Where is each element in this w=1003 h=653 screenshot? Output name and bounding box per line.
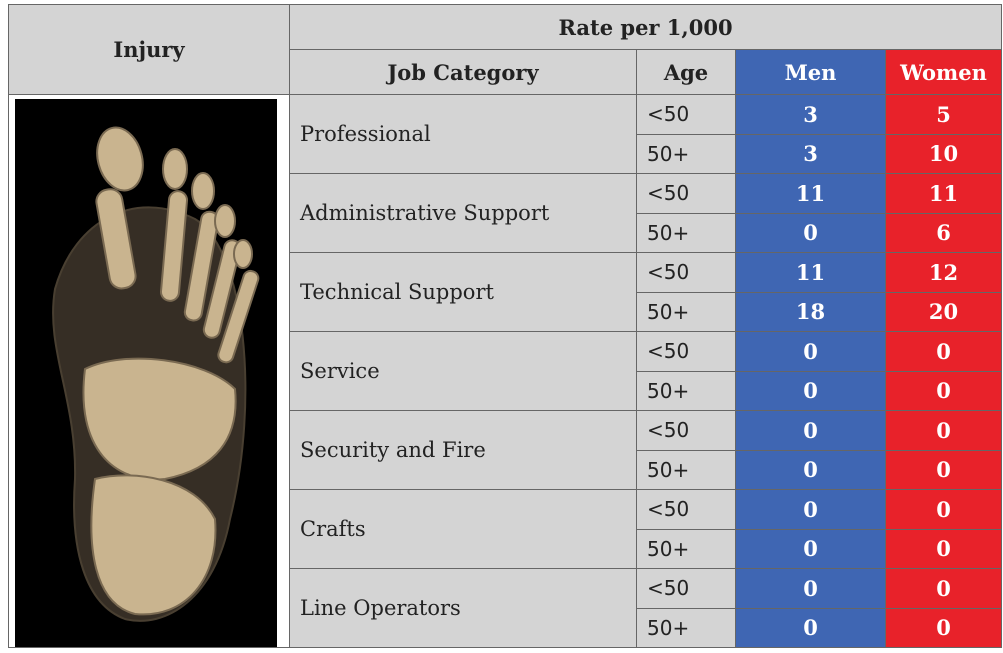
job-category: Crafts xyxy=(290,490,637,569)
men-rate: 0 xyxy=(736,213,886,253)
age-group: <50 xyxy=(637,253,736,293)
women-rate: 10 xyxy=(886,134,1002,174)
men-rate: 18 xyxy=(736,292,886,332)
job-category: Professional xyxy=(290,95,637,174)
women-rate: 0 xyxy=(886,450,1002,490)
injury-header: Injury xyxy=(9,5,290,95)
women-rate: 20 xyxy=(886,292,1002,332)
women-rate: 0 xyxy=(886,490,1002,530)
age-group: <50 xyxy=(637,332,736,372)
injury-image-cell xyxy=(9,95,290,648)
men-rate: 0 xyxy=(736,490,886,530)
men-rate: 0 xyxy=(736,371,886,411)
women-rate: 5 xyxy=(886,95,1002,135)
men-rate: 0 xyxy=(736,608,886,648)
men-rate: 0 xyxy=(736,450,886,490)
age-group: <50 xyxy=(637,490,736,530)
job-category: Line Operators xyxy=(290,569,637,648)
job-category: Service xyxy=(290,332,637,411)
women-rate: 6 xyxy=(886,213,1002,253)
age-group: <50 xyxy=(637,569,736,609)
men-rate: 0 xyxy=(736,411,886,451)
women-rate: 12 xyxy=(886,253,1002,293)
age-group: <50 xyxy=(637,174,736,214)
injury-table: Injury Rate per 1,000 Job Category Age M… xyxy=(8,4,1002,648)
men-rate: 0 xyxy=(736,569,886,609)
women-header: Women xyxy=(886,50,1002,95)
rate-header: Rate per 1,000 xyxy=(290,5,1002,50)
men-rate: 3 xyxy=(736,95,886,135)
job-category: Administrative Support xyxy=(290,174,637,253)
women-rate: 11 xyxy=(886,174,1002,214)
age-group: 50+ xyxy=(637,608,736,648)
age-header: Age xyxy=(637,50,736,95)
men-rate: 11 xyxy=(736,253,886,293)
women-rate: 0 xyxy=(886,529,1002,569)
women-rate: 0 xyxy=(886,332,1002,372)
men-header: Men xyxy=(736,50,886,95)
age-group: 50+ xyxy=(637,134,736,174)
job-category-header: Job Category xyxy=(290,50,637,95)
women-rate: 0 xyxy=(886,569,1002,609)
age-group: 50+ xyxy=(637,450,736,490)
men-rate: 0 xyxy=(736,332,886,372)
women-rate: 0 xyxy=(886,608,1002,648)
job-category: Security and Fire xyxy=(290,411,637,490)
men-rate: 11 xyxy=(736,174,886,214)
men-rate: 0 xyxy=(736,529,886,569)
age-group: 50+ xyxy=(637,213,736,253)
women-rate: 0 xyxy=(886,371,1002,411)
page: Injury Rate per 1,000 Job Category Age M… xyxy=(0,0,1003,653)
age-group: 50+ xyxy=(637,292,736,332)
age-group: 50+ xyxy=(637,529,736,569)
men-rate: 3 xyxy=(736,134,886,174)
job-category: Technical Support xyxy=(290,253,637,332)
age-group: 50+ xyxy=(637,371,736,411)
women-rate: 0 xyxy=(886,411,1002,451)
foot-xray-image xyxy=(15,99,277,647)
age-group: <50 xyxy=(637,411,736,451)
age-group: <50 xyxy=(637,95,736,135)
